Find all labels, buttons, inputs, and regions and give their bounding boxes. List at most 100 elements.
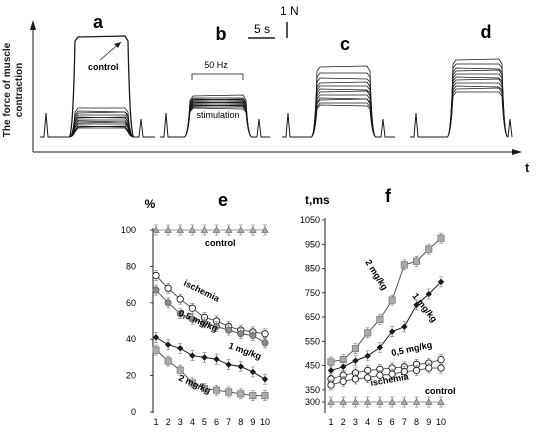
data-point-square	[425, 245, 433, 253]
trace-tetanic	[310, 65, 377, 138]
e-ytick-label: 20	[126, 371, 136, 381]
f-xtick-label: 7	[402, 417, 407, 427]
data-point-square	[152, 346, 160, 354]
trace-tetanic	[68, 120, 135, 138]
data-point-open-circle	[188, 304, 196, 312]
trace-twitch-pre	[160, 112, 184, 138]
data-point-open-circle	[437, 355, 445, 364]
trace-twitch-post	[252, 118, 270, 138]
e-xtick-label: 9	[250, 417, 255, 427]
f-label-two: 2 mg/kg	[363, 258, 390, 292]
f-ytick-label: 350	[305, 385, 320, 395]
f-ytick-label: 750	[305, 288, 320, 298]
f-xtick-label: 4	[365, 417, 370, 427]
data-point-square	[364, 329, 372, 337]
e-xtick-label: 2	[166, 417, 171, 427]
data-point-diamond	[401, 323, 408, 330]
data-point-filled-circle	[249, 332, 257, 340]
trace-twitch-pre	[410, 112, 447, 138]
data-point-diamond	[388, 328, 396, 335]
top-y-axis-arrow	[30, 20, 36, 30]
data-point-square	[237, 390, 245, 398]
data-point-square	[200, 384, 208, 392]
trace-twitch-post	[134, 118, 155, 138]
force-traces-panel: The force of muscle contraction t a b c …	[2, 4, 530, 175]
e-xtick-label: 1	[153, 417, 158, 427]
data-point-diamond	[164, 341, 172, 348]
f-xtick-label: 2	[341, 417, 346, 427]
f-ylabel: t,ms	[305, 193, 330, 207]
data-point-triangle	[339, 398, 347, 405]
data-point-triangle	[327, 398, 335, 405]
data-point-triangle	[400, 398, 409, 405]
data-point-diamond	[177, 345, 184, 352]
data-point-square	[176, 366, 184, 374]
data-point-open-circle	[327, 381, 335, 389]
f-ytick-label: 1050	[300, 215, 320, 225]
e-ytick-label: 80	[126, 261, 136, 271]
data-point-open-circle	[437, 364, 445, 372]
data-point-filled-circle	[261, 339, 269, 347]
f-ytick-label: 850	[305, 264, 320, 274]
f-series-line	[330, 359, 442, 380]
e-ytick-label: 100	[121, 225, 136, 235]
e-series-line	[155, 275, 266, 335]
trace-twitch-pre	[40, 112, 69, 138]
f-xtick-label: 10	[436, 417, 446, 427]
e-label-half: 0,5 mg/kg	[177, 308, 219, 334]
data-point-square	[164, 357, 172, 365]
data-point-open-circle	[400, 368, 408, 376]
data-point-diamond	[225, 361, 232, 368]
trace-tetanic	[446, 87, 509, 138]
f-title: f	[385, 186, 392, 206]
force-scale-label: 1 N	[280, 4, 299, 18]
data-point-filled-circle	[188, 315, 196, 323]
f-ytick-label: 450	[305, 361, 320, 371]
trace-tetanic	[310, 88, 377, 138]
top-x-axis-arrow	[512, 149, 522, 155]
trace-tetanic	[68, 35, 135, 138]
data-point-open-circle	[412, 366, 421, 375]
data-point-open-circle	[339, 377, 347, 386]
data-point-triangle	[249, 226, 257, 233]
data-point-square	[413, 257, 421, 265]
e-y-ticks: 0 20 40 60 80 100	[121, 225, 153, 417]
data-point-open-circle	[176, 295, 184, 303]
data-point-square	[388, 296, 396, 304]
e-series-line	[155, 349, 265, 397]
panel-label-d: d	[481, 22, 492, 42]
data-point-open-circle	[376, 371, 384, 379]
stim-bracket	[191, 73, 244, 80]
data-point-diamond	[189, 352, 196, 359]
e-ytick-label: 0	[131, 407, 136, 417]
f-label-ischemia: ischemia	[370, 371, 411, 388]
f-xtick-label: 9	[426, 417, 431, 427]
data-point-open-circle	[388, 370, 396, 378]
data-point-square	[213, 386, 221, 394]
data-point-triangle	[261, 226, 269, 233]
top-ylabel-line1: The force of muscle	[2, 42, 13, 137]
top-ylabel-line2: contraction	[14, 63, 25, 117]
f-xtick-label: 3	[353, 417, 358, 427]
data-point-square	[249, 392, 257, 400]
trace-tetanic	[183, 107, 253, 138]
trace-tetanic	[446, 63, 509, 138]
data-point-diamond	[201, 354, 208, 361]
trace-twitch-post	[507, 118, 513, 138]
data-point-diamond	[152, 334, 160, 341]
data-point-open-circle	[261, 330, 269, 338]
control-trace-label: control	[88, 62, 119, 72]
e-series-control	[152, 224, 269, 236]
trace-tetanic	[310, 94, 377, 138]
data-point-filled-circle	[152, 286, 160, 294]
data-point-diamond	[425, 290, 432, 298]
f-x-ticks: 1 2 3 4 5 6 7 8 9 10	[328, 417, 446, 427]
data-point-triangle	[164, 226, 172, 233]
f-xtick-label: 1	[328, 417, 333, 427]
f-y-ticks: 300 350 450 550 650 750 850 950 1050	[300, 215, 325, 407]
trace-tetanic	[446, 85, 509, 138]
f-ytick-label: 650	[305, 312, 320, 322]
data-point-triangle	[376, 398, 384, 405]
data-point-triangle	[200, 226, 209, 233]
